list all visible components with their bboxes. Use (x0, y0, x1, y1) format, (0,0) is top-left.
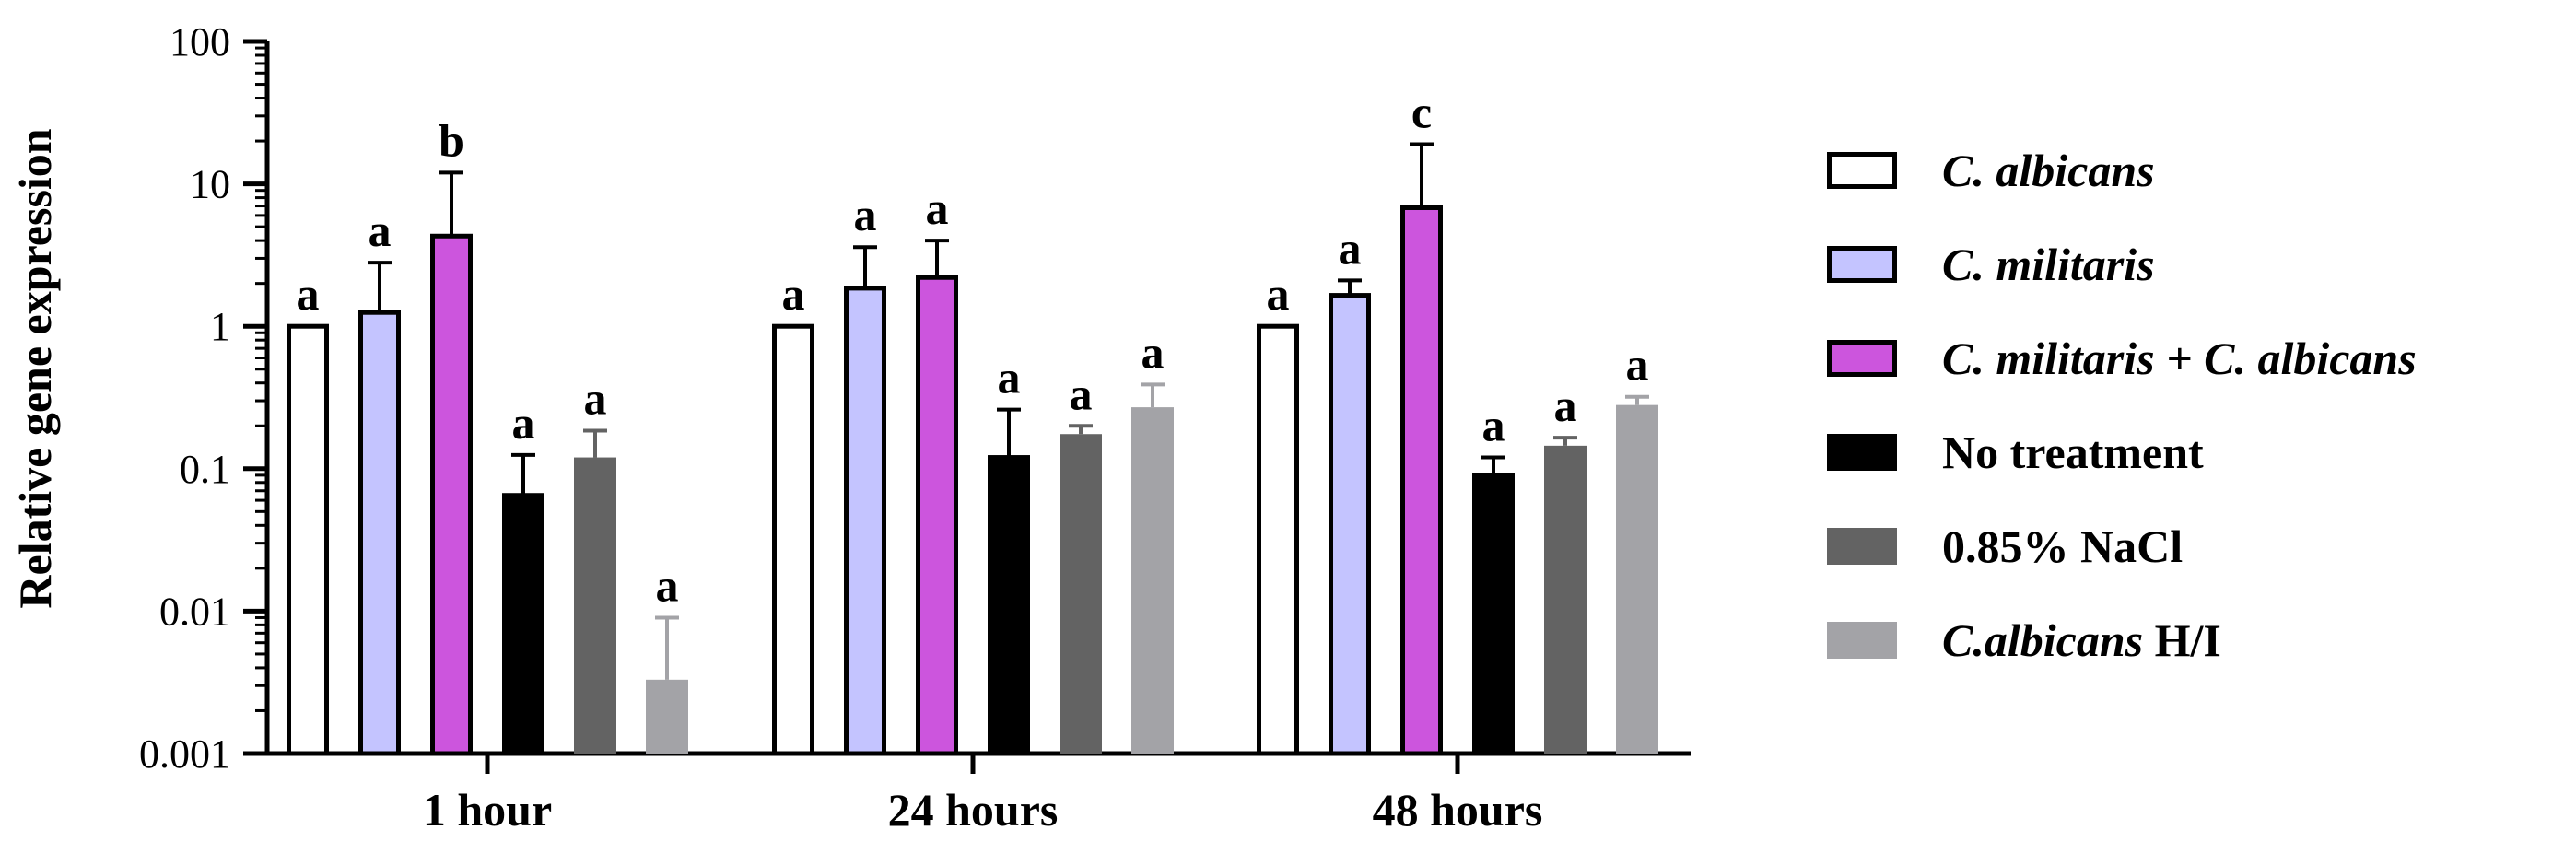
significance-label: a (369, 205, 392, 256)
bar (1329, 293, 1371, 756)
significance-label: a (1482, 400, 1505, 451)
y-tick-label: 0.001 (139, 731, 230, 777)
significance-label: a (512, 397, 535, 449)
bar (1131, 407, 1174, 754)
legend-swatch (1827, 340, 1897, 377)
significance-label: a (1339, 222, 1362, 274)
significance-label: a (1626, 339, 1649, 391)
legend-label: C. albicans (1942, 145, 2155, 196)
legend-label: C. militaris + C. albicans (1942, 333, 2417, 384)
y-tick-label: 100 (170, 19, 230, 64)
bar (430, 233, 473, 756)
bar (1257, 323, 1299, 756)
significance-label: a (297, 268, 320, 320)
x-tick-label: 24 hours (888, 784, 1059, 836)
legend-swatch (1827, 152, 1897, 189)
bar (1472, 473, 1515, 756)
bar (844, 286, 886, 756)
bar (916, 275, 958, 756)
significance-label: a (782, 268, 805, 320)
significance-label: a (1070, 368, 1093, 419)
bar (1400, 205, 1443, 756)
y-axis-title: Relative gene expression (9, 128, 61, 608)
bar (287, 323, 329, 756)
legend-label: C.albicans H/I (1942, 614, 2221, 666)
significance-label: a (656, 559, 679, 611)
bar (1060, 434, 1102, 754)
significance-label: a (1142, 326, 1165, 378)
significance-label: c (1411, 87, 1432, 138)
legend: C. albicans C. militaris C. militaris + C.… (1827, 145, 2417, 666)
y-tick-label: 1 (210, 304, 230, 349)
significance-label: b (439, 114, 464, 166)
significance-label: a (926, 182, 949, 234)
legend-label: C. militaris (1942, 239, 2155, 290)
legend-label: 0.85% NaCl (1942, 520, 2183, 572)
bar (1544, 445, 1587, 754)
significance-label: a (1267, 268, 1290, 320)
significance-label: a (1554, 380, 1577, 431)
bar (574, 457, 616, 754)
bar (358, 310, 401, 756)
significance-label: a (584, 372, 607, 424)
y-tick-label: 0.1 (180, 447, 230, 492)
significance-label: a (998, 352, 1021, 403)
significance-label: a (854, 189, 877, 240)
x-tick-label: 1 hour (423, 784, 552, 836)
legend-swatch (1827, 246, 1897, 283)
y-tick-label: 0.01 (159, 589, 230, 634)
bar (646, 679, 688, 754)
bar (988, 455, 1030, 756)
legend-label: No treatment (1942, 427, 2204, 478)
bar (502, 493, 544, 756)
legend-swatch (1827, 434, 1897, 471)
legend-swatch (1827, 622, 1897, 659)
y-tick-label: 10 (190, 162, 230, 207)
bar (1616, 404, 1658, 754)
legend-swatch (1827, 528, 1897, 565)
x-tick-label: 48 hours (1373, 784, 1543, 836)
bar (772, 323, 814, 756)
